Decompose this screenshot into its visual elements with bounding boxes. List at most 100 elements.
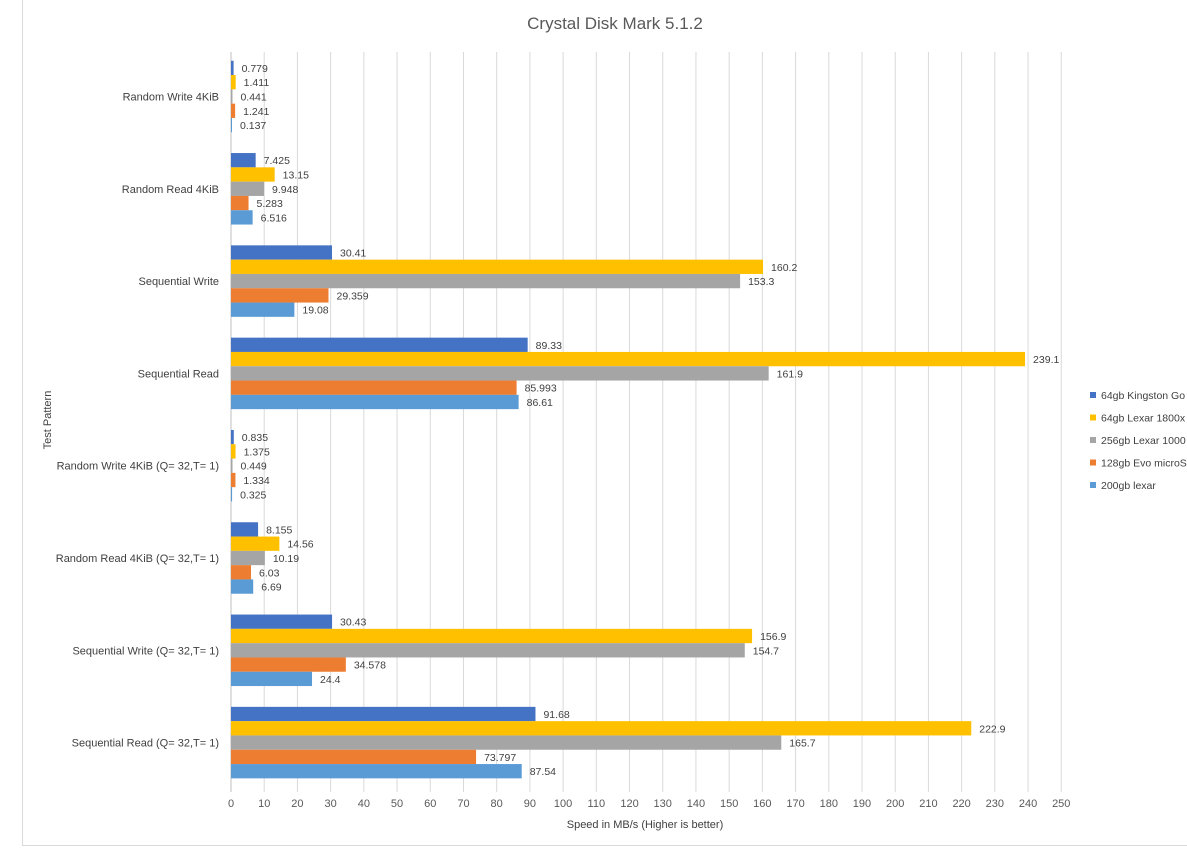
data-label: 222.9	[979, 723, 1005, 735]
x-tick-label: 160	[753, 798, 771, 810]
data-label: 0.449	[240, 461, 266, 473]
bar	[231, 458, 233, 473]
bar	[231, 273, 741, 289]
data-label: 156.9	[760, 631, 786, 643]
data-label: 0.835	[242, 432, 268, 444]
data-label: 9.948	[272, 184, 298, 196]
data-label: 6.69	[261, 582, 282, 594]
data-label: 165.7	[789, 738, 815, 750]
bar	[231, 657, 346, 672]
data-label: 0.137	[240, 120, 266, 132]
category-label: Sequential Read (Q= 32,T= 1)	[72, 738, 219, 750]
bar	[231, 536, 280, 551]
data-label: 85.993	[525, 383, 557, 395]
bar	[231, 565, 252, 580]
data-label: 154.7	[753, 645, 779, 657]
bar	[231, 579, 254, 594]
data-label: 89.33	[536, 340, 562, 352]
category-labels: Random Write 4KiB Random Read 4KiB Sequent…	[56, 92, 219, 750]
category-label: Random Read 4KiB	[122, 184, 219, 196]
legend-label: 200gb lexar	[1101, 480, 1156, 492]
x-tick-labels: 0 10 20 30 40 50 60 70 80 90 100 110 120 130 140 150 160…	[228, 798, 1070, 810]
category-label: Random Write 4KiB	[123, 92, 219, 104]
bar	[231, 245, 332, 260]
bar	[231, 721, 972, 736]
x-tick-label: 200	[886, 798, 904, 810]
bar	[231, 487, 233, 502]
x-tick-label: 20	[291, 798, 303, 810]
data-label: 10.19	[273, 553, 299, 565]
data-label: 1.334	[243, 475, 269, 487]
legend-label: 64gb Kingston Go	[1101, 390, 1185, 402]
data-label: 6.516	[261, 212, 287, 224]
data-label: 1.411	[244, 77, 270, 89]
data-label: 29.359	[337, 290, 369, 302]
bar	[231, 472, 236, 488]
y-axis-title: Test Pattern	[42, 391, 54, 450]
x-tick-label: 240	[1019, 798, 1037, 810]
x-tick-label: 140	[687, 798, 705, 810]
data-label: 160.2	[771, 262, 797, 274]
bar	[231, 706, 536, 722]
data-label: 161.9	[777, 368, 803, 380]
bar	[231, 643, 745, 658]
data-label: 87.54	[530, 766, 556, 778]
x-tick-label: 70	[457, 798, 469, 810]
data-label: 73.797	[484, 752, 516, 764]
x-tick-label: 190	[853, 798, 871, 810]
legend-swatch	[1090, 414, 1096, 421]
data-label: 239.1	[1033, 354, 1059, 366]
bar	[231, 764, 522, 779]
bar	[231, 614, 333, 629]
legend-label: 64gb Lexar 1800x	[1101, 413, 1186, 425]
data-label: 0.779	[242, 63, 268, 75]
x-tick-label: 0	[228, 798, 234, 810]
bar	[231, 117, 232, 133]
data-label: 24.4	[320, 674, 341, 686]
bar	[231, 288, 329, 303]
bar	[231, 167, 275, 182]
bar	[231, 380, 517, 395]
data-label: 1.241	[243, 106, 269, 118]
x-tick-label: 220	[952, 798, 970, 810]
x-tick-label: 10	[258, 798, 270, 810]
data-label: 86.61	[527, 397, 553, 409]
bar	[231, 181, 265, 196]
x-tick-label: 250	[1052, 798, 1070, 810]
x-tick-label: 150	[720, 798, 738, 810]
data-label: 91.68	[543, 709, 569, 721]
bar	[231, 550, 265, 566]
x-tick-label: 130	[654, 798, 672, 810]
x-tick-label: 170	[786, 798, 804, 810]
category-label: Random Write 4KiB (Q= 32,T= 1)	[57, 461, 219, 473]
legend-swatch	[1090, 459, 1096, 466]
x-tick-label: 50	[391, 798, 403, 810]
data-label: 5.283	[257, 198, 283, 210]
category-label: Random Read 4KiB (Q= 32,T= 1)	[56, 553, 219, 565]
x-axis-title: Speed in MB/s (Higher is better)	[567, 819, 724, 831]
x-tick-label: 210	[919, 798, 937, 810]
data-label: 0.325	[240, 489, 266, 501]
category-label: Sequential Write (Q= 32,T= 1)	[72, 645, 219, 657]
category-label: Sequential Read	[138, 368, 219, 380]
legend-swatch	[1090, 392, 1096, 398]
x-tick-label: 120	[620, 798, 638, 810]
data-label: 153.3	[748, 276, 774, 288]
bar	[231, 522, 259, 537]
bar	[231, 89, 233, 104]
bar	[231, 103, 236, 118]
bar	[231, 153, 256, 168]
bar	[231, 351, 1026, 367]
bar	[231, 628, 753, 644]
x-tick-label: 80	[491, 798, 503, 810]
bar	[231, 749, 477, 765]
bar	[231, 394, 519, 410]
legend: 64gb Kingston Go 64gb Lexar 1800x 256gb Le…	[1090, 390, 1187, 492]
legend-label: 256gb Lexar 1000	[1101, 435, 1186, 447]
bar	[231, 735, 782, 750]
x-tick-label: 110	[588, 798, 606, 810]
chart-title: Crystal Disk Mark 5.1.2	[527, 14, 703, 33]
x-tick-label: 30	[325, 798, 337, 810]
bar	[231, 429, 234, 445]
